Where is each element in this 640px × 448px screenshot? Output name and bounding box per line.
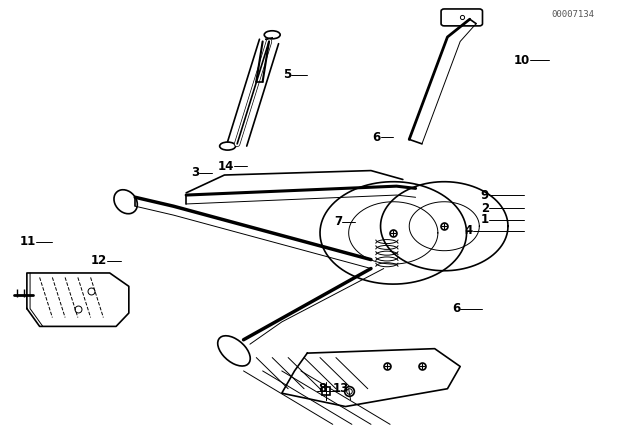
Text: 11: 11 — [20, 235, 36, 248]
Text: 5: 5 — [283, 69, 291, 82]
Text: 1: 1 — [481, 213, 489, 226]
Text: 13: 13 — [332, 382, 349, 395]
Text: 6: 6 — [452, 302, 460, 315]
Text: 7: 7 — [334, 215, 342, 228]
Text: 12: 12 — [90, 254, 106, 267]
Text: 8: 8 — [318, 382, 326, 395]
Text: 3: 3 — [191, 166, 199, 179]
Text: 00007134: 00007134 — [551, 10, 594, 19]
Text: 2: 2 — [481, 202, 489, 215]
Text: 6: 6 — [372, 131, 381, 144]
Text: 10: 10 — [514, 54, 531, 67]
Text: 14: 14 — [218, 159, 234, 172]
Text: 9: 9 — [481, 189, 489, 202]
Text: 4: 4 — [465, 224, 473, 237]
